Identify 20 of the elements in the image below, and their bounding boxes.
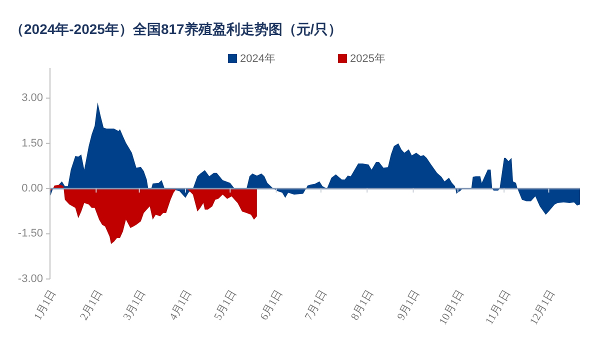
legend-label: 2025年 [350, 53, 386, 65]
x-tick-label: 10月1日 [437, 288, 467, 328]
x-tick-label: 9月1日 [395, 288, 422, 322]
x-tick-label: 4月1日 [167, 288, 194, 322]
x-tick-label: 8月1日 [349, 288, 376, 322]
y-tick-label: 1.50 [22, 137, 43, 150]
y-tick-label: 0.00 [22, 182, 43, 194]
y-tick-label: -1.50 [18, 228, 43, 240]
y-tick-label: 3.00 [22, 92, 43, 104]
x-tick-label: 2月1日 [78, 288, 105, 322]
x-tick-label: 1月1日 [32, 288, 59, 322]
x-tick-label: 5月1日 [212, 288, 239, 322]
x-tick-label: 6月1日 [258, 288, 286, 322]
x-tick-label: 12月1日 [528, 288, 558, 328]
chart-title: （2024年-2025年）全国817养殖盈利走势图（元/只） [10, 21, 342, 37]
x-tick-label: 7月1日 [302, 288, 330, 322]
legend-label: 2024年 [240, 53, 276, 65]
y-tick-label: -3.00 [18, 272, 43, 285]
x-tick-label: 3月1日 [121, 288, 148, 322]
x-tick-label: 11月1日 [483, 288, 513, 327]
